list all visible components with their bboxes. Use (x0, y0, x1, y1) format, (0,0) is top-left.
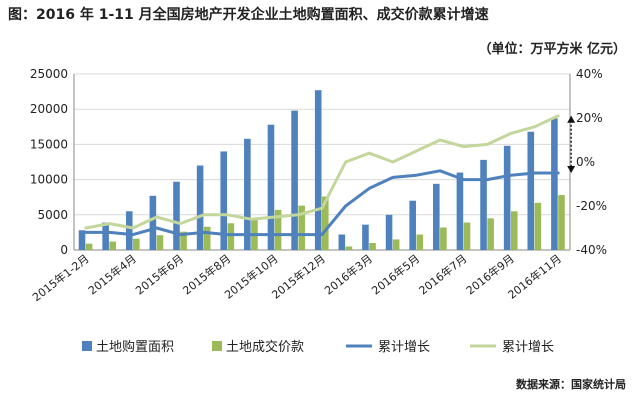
bar-land-area (433, 183, 440, 250)
bar-land-area (480, 159, 487, 250)
bar-land-price (322, 196, 329, 250)
x-tick-label: 2015年4月 (85, 251, 139, 297)
bar-land-price (487, 218, 494, 250)
bar-land-area (338, 234, 346, 250)
bar-land-area (314, 90, 322, 250)
y-right-tick-label: 0% (576, 155, 595, 169)
bar-land-area (78, 230, 86, 250)
bar-land-price (203, 226, 211, 250)
line-area-growth (84, 169, 560, 237)
y-right-tick-label: 20% (576, 111, 603, 125)
bar-land-price (274, 209, 282, 250)
bar-land-area (102, 222, 109, 250)
chart-title: 图：2016 年 1-11 月全国房地产开发企业土地购置面积、成交价款累计增速 (8, 7, 489, 23)
bar-land-price (369, 242, 376, 250)
bar-land-area (527, 131, 535, 250)
y-right-tick-label: -40% (576, 243, 607, 257)
bar-land-price (463, 222, 471, 250)
bar-land-area (385, 214, 393, 250)
x-tick-label: 2016年7月 (416, 251, 470, 297)
legend-swatch (212, 341, 222, 351)
y-left-tick-label: 10000 (30, 173, 68, 187)
bar-land-area (503, 145, 511, 250)
y-right-tick-label: 40% (576, 67, 603, 81)
legend-swatch (82, 341, 92, 351)
bar-land-price (416, 234, 424, 250)
bar-land-price (440, 227, 447, 250)
bar-land-price (227, 223, 235, 250)
bar-land-area (125, 211, 133, 250)
legend-label: 累计增长 (378, 340, 430, 355)
y-left-tick-label: 0 (60, 243, 68, 257)
bar-land-area (551, 118, 558, 251)
bar-land-area (149, 195, 157, 250)
bar-land-price (345, 246, 353, 250)
y-left-tick-label: 15000 (30, 137, 68, 151)
bar-land-price (558, 195, 565, 250)
x-tick-label: 2015年6月 (133, 251, 187, 297)
bar-land-price (510, 211, 518, 250)
legend-label: 土地成交价款 (226, 339, 304, 355)
y-right-tick-label: -20% (576, 199, 607, 213)
bar-land-price (85, 243, 93, 250)
bar-land-price (133, 238, 140, 250)
y-left-tick-label: 25000 (30, 67, 68, 81)
legend-label: 累计增长 (502, 340, 554, 355)
bar-land-area (196, 165, 204, 250)
bar-land-area (456, 172, 464, 250)
gap-arrow-down (567, 166, 576, 173)
bar-land-price (298, 205, 305, 250)
y-left-tick-label: 20000 (30, 102, 68, 116)
bar-land-price (156, 235, 164, 250)
bar-land-price (534, 202, 542, 250)
line-price-growth (84, 114, 560, 230)
bar-land-area (173, 181, 180, 250)
bar-land-price (392, 239, 400, 250)
bar-land-price (180, 231, 187, 250)
bar-land-area (220, 151, 228, 250)
bar-land-area (267, 124, 275, 250)
bar-land-area (291, 110, 298, 250)
x-tick-label: 2015年1-2月 (29, 251, 91, 304)
y-left-tick-label: 5000 (37, 208, 68, 222)
unit-label: （单位：万平方米 亿元） (478, 42, 626, 57)
x-tick-label: 2016年3月 (322, 251, 376, 297)
legend-label: 土地购置面积 (96, 339, 174, 355)
bar-land-price (109, 241, 117, 250)
bar-land-area (244, 138, 251, 250)
bar-land-area (362, 224, 369, 250)
bar-land-area (409, 200, 416, 250)
data-source-note: 数据来源：国家统计局 (516, 378, 626, 391)
x-tick-label: 2016年5月 (369, 251, 423, 297)
gap-arrow-up (567, 115, 576, 123)
